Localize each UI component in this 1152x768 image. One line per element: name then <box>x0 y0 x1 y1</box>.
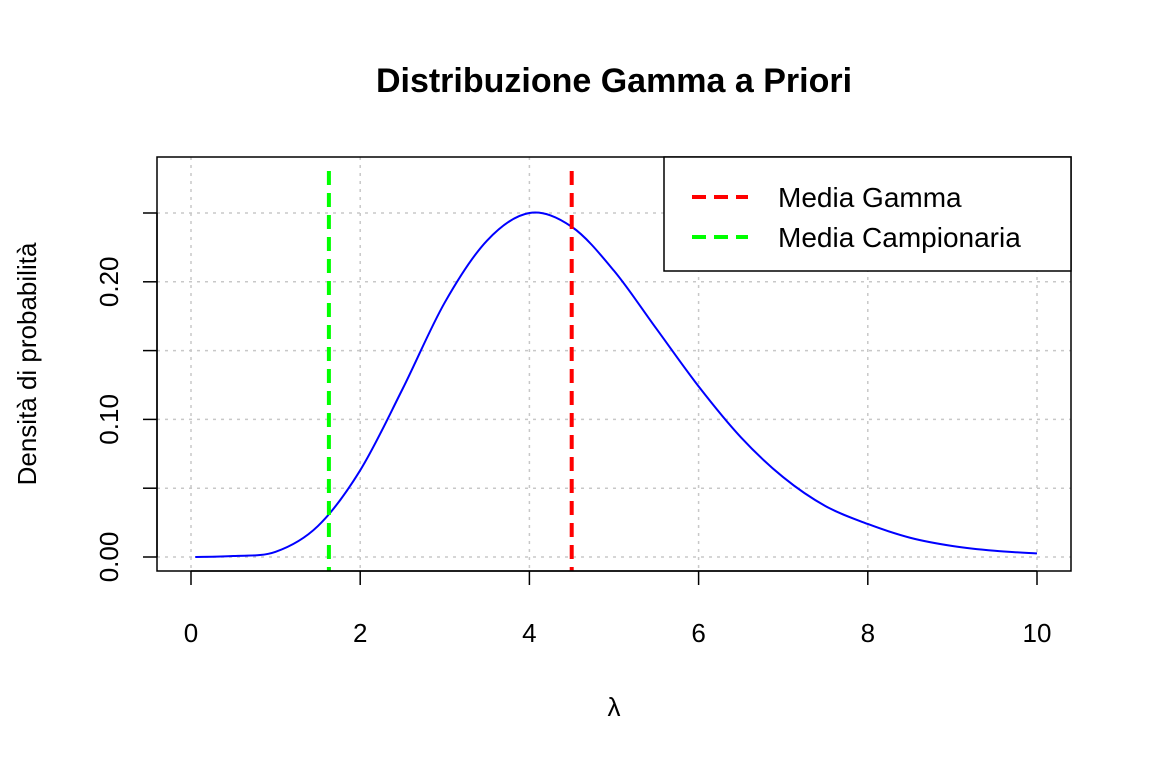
mean-lines <box>326 171 574 571</box>
legend: Media Gamma Media Campionaria <box>663 156 1072 272</box>
series-layer <box>195 211 1038 558</box>
x-axis-label: λ <box>608 692 621 722</box>
y-tick-label: 0.00 <box>94 532 124 583</box>
x-tick-label: 0 <box>184 618 198 648</box>
legend-box <box>663 156 1072 272</box>
x-tick-label: 8 <box>861 618 875 648</box>
x-tick-label: 2 <box>353 618 367 648</box>
legend-label: Media Gamma <box>778 182 962 213</box>
x-tick-label: 10 <box>1023 618 1052 648</box>
chart-title: Distribuzione Gamma a Priori <box>376 62 852 100</box>
grid <box>157 157 1071 571</box>
x-axis: 0 2 4 6 8 10 <box>184 570 1052 648</box>
y-axis: 0.00 0.10 0.20 <box>94 212 158 583</box>
density-curve <box>195 211 1038 558</box>
y-tick-label: 0.10 <box>94 394 124 445</box>
y-tick-label: 0.20 <box>94 256 124 307</box>
y-axis-label: Densità di probabilità <box>12 242 42 485</box>
legend-label: Media Campionaria <box>778 222 1021 253</box>
x-tick-label: 6 <box>691 618 705 648</box>
x-tick-label: 4 <box>522 618 536 648</box>
